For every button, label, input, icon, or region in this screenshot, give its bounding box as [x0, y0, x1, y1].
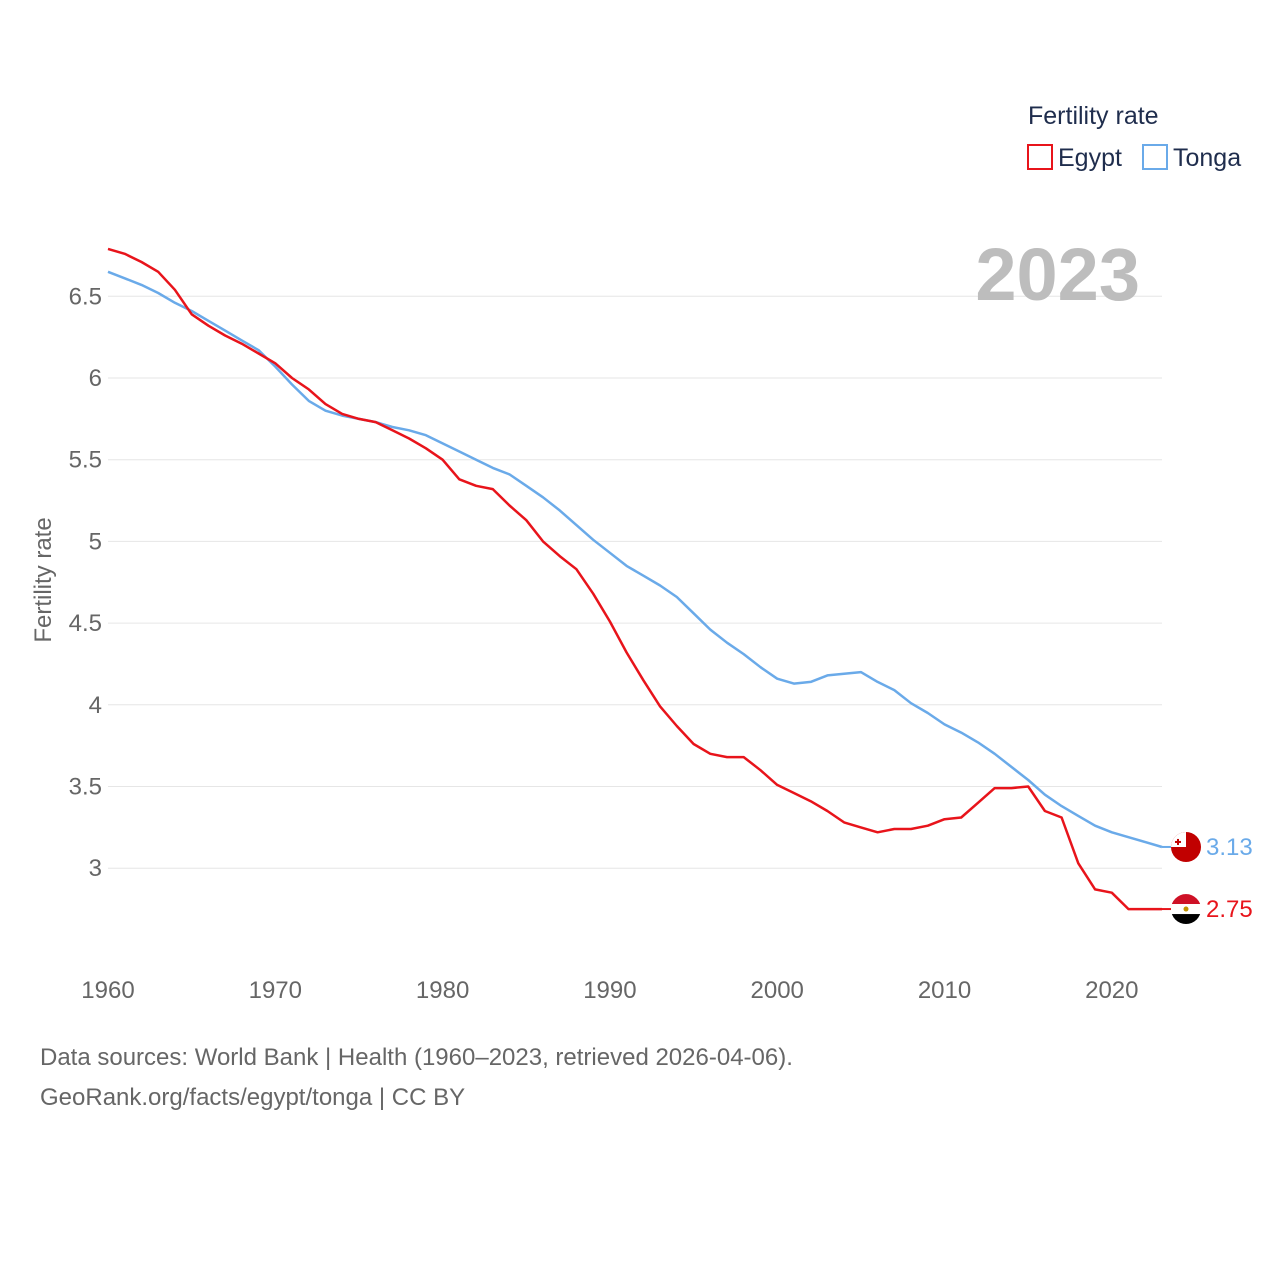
tonga-flag-icon	[1171, 831, 1201, 862]
legend-item-egypt[interactable]: Egypt	[1027, 144, 1122, 172]
y-tick-label: 6	[89, 365, 102, 392]
y-axis-title: Fertility rate	[30, 517, 57, 642]
x-axis-ticks: 1960 1970 1980 1990 2000 2010 2020	[81, 977, 1138, 1004]
footer-sources: Data sources: World Bank | Health (1960–…	[40, 1044, 793, 1071]
gridlines	[108, 295, 1162, 869]
y-axis-ticks: 3 3.5 4 4.5 5 5.5 6 6.5	[69, 283, 102, 882]
legend-title: Fertility rate	[1028, 102, 1159, 130]
x-tick-label: 2020	[1085, 977, 1138, 1004]
series-line-egypt	[107, 247, 1162, 911]
x-tick-label: 1990	[583, 977, 636, 1004]
x-tick-label: 1960	[81, 977, 134, 1004]
series-lines	[107, 247, 1163, 911]
legend-swatch-tonga	[1142, 144, 1168, 170]
x-tick-label: 2010	[918, 977, 971, 1004]
legend: Fertility rate Egypt Tonga	[1027, 102, 1241, 172]
series-line-tonga	[107, 270, 1163, 849]
footer-credit: GeoRank.org/facts/egypt/tonga | CC BY	[40, 1084, 466, 1111]
legend-label-egypt: Egypt	[1058, 144, 1122, 172]
egypt-end-marker: 2.75	[1162, 894, 1253, 925]
y-tick-label: 3	[89, 855, 102, 882]
y-tick-label: 5.5	[69, 447, 102, 474]
y-tick-label: 3.5	[69, 774, 102, 801]
egypt-flag-icon	[1171, 894, 1201, 925]
tonga-end-marker: 3.13	[1162, 831, 1253, 862]
x-tick-label: 2000	[751, 977, 804, 1004]
egypt-end-value: 2.75	[1206, 896, 1253, 923]
year-label: 2023	[975, 233, 1140, 316]
x-tick-label: 1980	[416, 977, 469, 1004]
legend-item-tonga[interactable]: Tonga	[1142, 144, 1241, 172]
y-tick-label: 4.5	[69, 610, 102, 637]
legend-swatch-egypt	[1027, 144, 1053, 170]
y-tick-label: 4	[89, 692, 102, 719]
tonga-end-value: 3.13	[1206, 834, 1253, 861]
legend-label-tonga: Tonga	[1173, 144, 1241, 172]
y-tick-label: 6.5	[69, 283, 102, 310]
y-tick-label: 5	[89, 528, 102, 555]
x-tick-label: 1970	[249, 977, 302, 1004]
